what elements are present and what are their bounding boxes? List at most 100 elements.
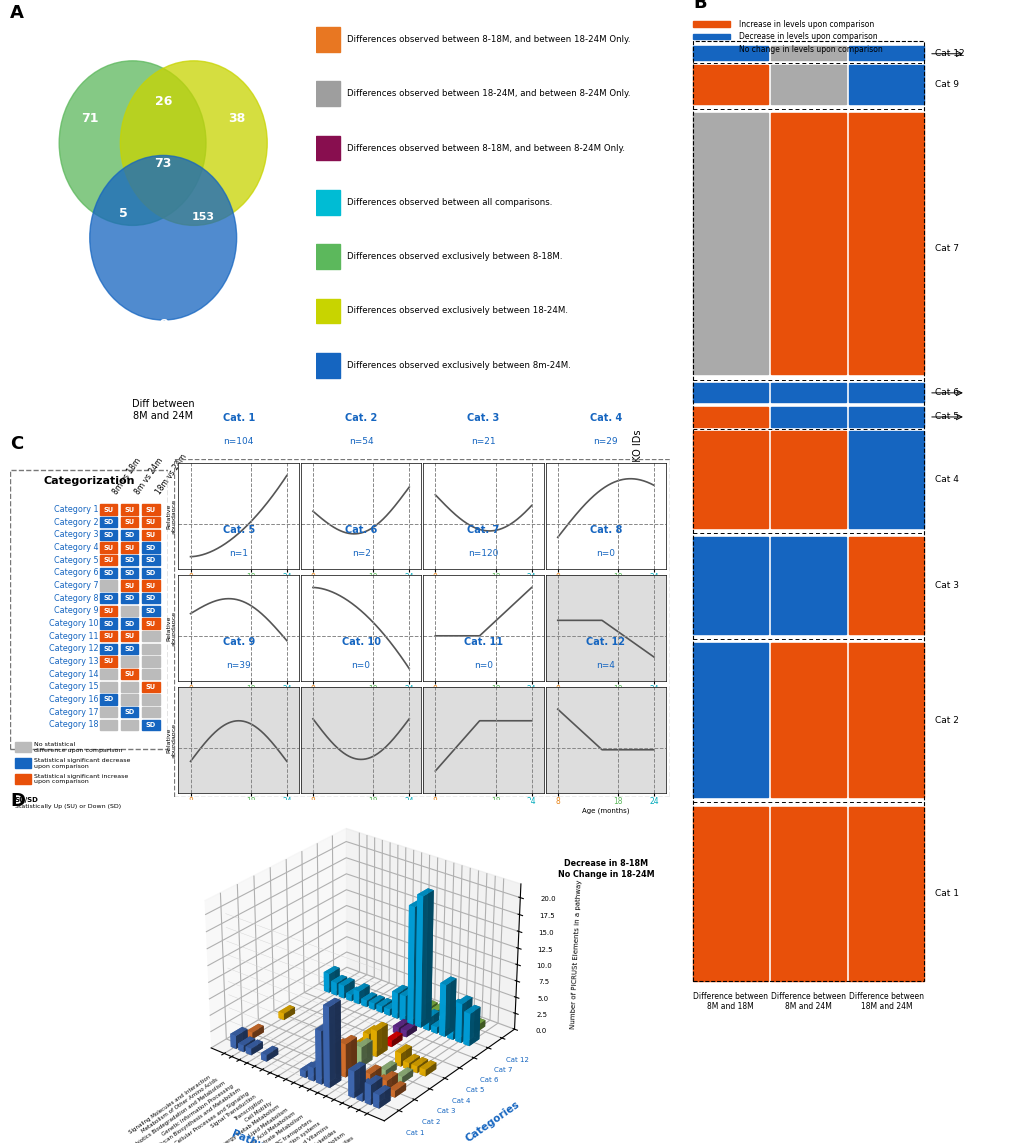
Text: Opposite Trends:
Initial Decrease and
Overall Increase: Opposite Trends: Initial Decrease and Ov… bbox=[437, 636, 529, 665]
Text: 38: 38 bbox=[228, 112, 245, 125]
Text: Statistically Up (SU) or Down (SD): Statistically Up (SU) or Down (SD) bbox=[15, 804, 121, 809]
Bar bbox=[770, 383, 846, 402]
Ellipse shape bbox=[59, 61, 206, 225]
Bar bbox=[142, 631, 159, 641]
Bar bbox=[770, 644, 846, 798]
Text: Category 17: Category 17 bbox=[49, 708, 99, 717]
Text: Categorization: Categorization bbox=[44, 475, 135, 486]
Text: Category 2: Category 2 bbox=[54, 518, 99, 527]
Bar bbox=[100, 530, 117, 539]
Bar bbox=[100, 708, 117, 718]
Bar bbox=[848, 407, 923, 426]
Text: Opposite Trends
with Age
Overall No effect: Opposite Trends with Age Overall No effe… bbox=[322, 860, 399, 889]
Bar bbox=[100, 504, 117, 514]
Bar bbox=[693, 807, 767, 981]
Text: Category 4: Category 4 bbox=[54, 543, 99, 552]
Text: SD: SD bbox=[146, 608, 156, 614]
Text: Cat 6: Cat 6 bbox=[934, 389, 959, 398]
Bar bbox=[693, 431, 767, 528]
Text: n=21: n=21 bbox=[471, 437, 495, 446]
Text: SU: SU bbox=[103, 558, 113, 563]
Bar bbox=[316, 81, 339, 106]
X-axis label: Age (months): Age (months) bbox=[337, 696, 384, 702]
Text: SD: SD bbox=[103, 519, 113, 526]
Bar bbox=[142, 606, 159, 616]
Text: SD: SD bbox=[103, 646, 113, 652]
Text: SU: SU bbox=[103, 544, 113, 551]
Y-axis label: Relative
abundance: Relative abundance bbox=[166, 722, 177, 758]
Text: SD: SD bbox=[124, 596, 135, 601]
X-axis label: Age (months): Age (months) bbox=[215, 808, 262, 814]
Bar bbox=[770, 431, 846, 528]
Text: Opposite Trends:
Initial Increase and
Overall Increase: Opposite Trends: Initial Increase and Ov… bbox=[561, 636, 649, 665]
Text: Category 5: Category 5 bbox=[54, 555, 99, 565]
X-axis label: Age (months): Age (months) bbox=[337, 808, 384, 814]
Text: Differences observed between 18-24M, and between 8-24M Only.: Differences observed between 18-24M, and… bbox=[347, 89, 631, 98]
Bar bbox=[770, 407, 846, 426]
Bar bbox=[693, 22, 730, 26]
Bar bbox=[121, 644, 139, 654]
Bar bbox=[316, 245, 339, 269]
Text: Cat. 12: Cat. 12 bbox=[586, 637, 625, 647]
Text: Category 9: Category 9 bbox=[54, 607, 99, 615]
Text: Category 18: Category 18 bbox=[49, 720, 99, 729]
Text: SU: SU bbox=[146, 621, 156, 626]
Bar bbox=[121, 517, 139, 527]
Bar bbox=[100, 606, 117, 616]
Bar bbox=[693, 41, 923, 981]
Bar bbox=[848, 65, 923, 104]
Text: SD: SD bbox=[124, 531, 135, 538]
Bar bbox=[848, 383, 923, 402]
Text: n=39: n=39 bbox=[226, 661, 251, 670]
Bar bbox=[121, 543, 139, 553]
Text: D: D bbox=[10, 792, 25, 809]
Text: Category 8: Category 8 bbox=[54, 593, 99, 602]
Text: Category 7: Category 7 bbox=[54, 581, 99, 590]
Y-axis label: Categories: Categories bbox=[463, 1100, 521, 1143]
Text: 5: 5 bbox=[119, 207, 127, 219]
Bar bbox=[121, 631, 139, 641]
Text: SU/SD: SU/SD bbox=[15, 797, 39, 802]
Bar bbox=[693, 65, 767, 104]
Bar bbox=[770, 113, 846, 374]
Bar bbox=[770, 46, 846, 61]
X-axis label: Age (months): Age (months) bbox=[215, 696, 262, 702]
Text: Consistently
Increased: Consistently Increased bbox=[210, 636, 267, 655]
Text: Consistently
Decreased: Consistently Decreased bbox=[332, 748, 389, 767]
Text: Difference between
8M and 18M: Difference between 8M and 18M bbox=[693, 992, 767, 1012]
Bar bbox=[693, 34, 730, 39]
Bar bbox=[142, 530, 159, 539]
X-axis label: Age (months): Age (months) bbox=[215, 584, 262, 590]
Text: Cat. 8: Cat. 8 bbox=[589, 525, 622, 535]
Text: Category 12: Category 12 bbox=[49, 645, 99, 654]
Bar bbox=[100, 694, 117, 704]
X-axis label: Age (months): Age (months) bbox=[460, 808, 506, 814]
Text: SD: SD bbox=[146, 596, 156, 601]
Text: SD: SD bbox=[124, 558, 135, 563]
Text: SU: SU bbox=[124, 544, 135, 551]
Bar bbox=[142, 656, 159, 666]
Text: SU: SU bbox=[124, 506, 135, 512]
Text: Cat 4: Cat 4 bbox=[934, 475, 959, 485]
Text: Differences observed between all comparisons.: Differences observed between all compari… bbox=[347, 198, 552, 207]
Text: Cat. 2: Cat. 2 bbox=[344, 413, 377, 423]
Bar bbox=[100, 644, 117, 654]
Text: SD: SD bbox=[124, 570, 135, 576]
Text: Diff between
8M and 24M: Diff between 8M and 24M bbox=[131, 399, 195, 421]
Text: SD: SD bbox=[146, 544, 156, 551]
Text: Differences observed exclusively between 18-24M.: Differences observed exclusively between… bbox=[347, 306, 568, 315]
Text: Cat 5: Cat 5 bbox=[934, 413, 959, 422]
Text: Cat 2: Cat 2 bbox=[934, 716, 959, 725]
Text: Cat. 9: Cat. 9 bbox=[222, 637, 255, 647]
Text: n=4: n=4 bbox=[596, 661, 614, 670]
Text: n=0: n=0 bbox=[352, 661, 370, 670]
Text: SD: SD bbox=[103, 570, 113, 576]
Bar bbox=[770, 807, 846, 981]
Bar bbox=[770, 537, 846, 633]
Text: Category 15: Category 15 bbox=[49, 682, 99, 692]
Bar bbox=[142, 517, 159, 527]
Text: SD: SD bbox=[146, 721, 156, 728]
Bar bbox=[142, 708, 159, 718]
Bar bbox=[693, 46, 767, 61]
Text: 18m vs 24m: 18m vs 24m bbox=[154, 453, 189, 496]
